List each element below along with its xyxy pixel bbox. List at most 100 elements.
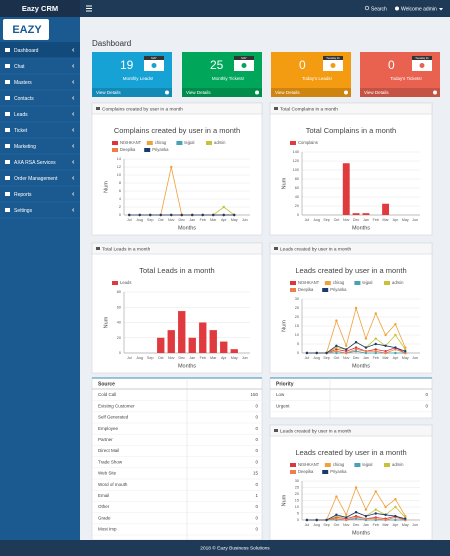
menu-item[interactable]: Ticket — [14, 128, 28, 134]
legend-swatch — [384, 463, 390, 467]
x-tick-label: Oct — [158, 218, 164, 222]
x-tick-label: Dec — [353, 356, 360, 360]
line-point — [374, 312, 377, 315]
calendar-label: Tuesday 21 — [326, 56, 340, 60]
search-icon — [364, 5, 370, 11]
card-footer[interactable] — [360, 88, 440, 97]
y-tick-label: 5 — [297, 512, 299, 516]
panel-title: Total Leads in a month — [102, 246, 151, 252]
menu-item[interactable]: Settings — [14, 208, 33, 214]
menu-chevron — [72, 128, 75, 132]
menu-item[interactable]: Marketing — [14, 144, 36, 150]
legend-swatch — [322, 470, 329, 474]
card-footer[interactable] — [271, 88, 351, 97]
table-cell-value: 0 — [255, 415, 258, 420]
line-point — [345, 344, 348, 347]
x-tick-label: Feb — [200, 356, 206, 360]
line-point — [345, 350, 348, 353]
y-tick-label: 10 — [295, 505, 299, 509]
y-axis-title: Num — [103, 181, 109, 193]
line-point — [325, 351, 328, 355]
card-link[interactable]: View Details — [96, 90, 121, 95]
legend-label: admin — [392, 462, 404, 467]
card-link[interactable]: View Details — [275, 90, 300, 95]
legend-label: Priyanka — [330, 287, 347, 292]
menu-item[interactable]: Chat — [14, 64, 25, 70]
x-tick-label: Jul — [127, 356, 132, 360]
search-link[interactable]: Search — [371, 6, 387, 12]
table-cell-value: 15 — [253, 471, 259, 476]
table-cell: Partner — [98, 437, 113, 442]
x-tick-label: Dec — [353, 218, 360, 222]
legend-swatch — [354, 281, 361, 285]
y-tick-label: 0 — [119, 213, 121, 217]
line-point — [335, 346, 338, 349]
x-tick-label: Mar — [382, 218, 389, 222]
line-point — [345, 351, 348, 355]
panel-header — [269, 424, 433, 437]
line-point — [394, 498, 397, 501]
calendar-band — [234, 56, 254, 60]
y-tick-label: 2 — [119, 205, 121, 209]
card-link[interactable]: View Details — [364, 90, 389, 95]
line-point — [345, 518, 348, 522]
table-cell: Self Generated — [98, 415, 129, 420]
card-footer[interactable] — [92, 88, 172, 97]
bar — [342, 163, 350, 215]
calendar-band — [323, 56, 343, 60]
legend-swatch — [112, 148, 118, 152]
menu-item[interactable]: Order Management — [14, 176, 58, 182]
menu-item[interactable]: Contacts — [14, 96, 34, 102]
legend-label: admin — [214, 140, 226, 145]
legend-swatch — [322, 288, 329, 292]
menu-chevron — [72, 48, 75, 52]
x-tick-label: May — [231, 218, 238, 222]
x-tick-label: Sep — [323, 356, 329, 360]
y-tick-label: 10 — [295, 333, 299, 337]
logo: EAZY — [12, 24, 42, 36]
table-cell-value: 0 — [255, 504, 258, 509]
line-point — [384, 333, 387, 337]
menu-item[interactable]: Leads — [14, 112, 28, 118]
panel-header — [91, 242, 263, 255]
line-point — [315, 518, 318, 522]
calendar-label: MAY — [151, 56, 157, 60]
x-tick-label: Nov — [343, 523, 350, 527]
line-point — [345, 513, 348, 516]
calendar-label: MAY — [241, 56, 247, 60]
line-point — [384, 344, 387, 347]
card-footer[interactable] — [182, 88, 262, 97]
calendar-art — [330, 63, 336, 68]
menu-item[interactable]: Masters — [14, 80, 32, 86]
table-cell: Grade — [98, 515, 111, 520]
user-menu[interactable]: Welcome admin — [401, 6, 437, 12]
menu-item[interactable]: Dashboard — [14, 48, 39, 54]
x-tick-label: Nov — [168, 356, 175, 360]
y-tick-label: 120 — [293, 159, 299, 163]
menu-active — [0, 42, 80, 58]
calendar-band — [412, 56, 432, 60]
line-point — [170, 165, 173, 169]
line-point — [364, 350, 368, 353]
x-tick-label: Mar — [210, 218, 217, 222]
table-cell: Email — [98, 493, 109, 498]
x-tick-label: Jun — [242, 218, 248, 222]
y-tick-label: 30 — [295, 479, 299, 483]
table-panel — [269, 377, 433, 419]
card-link[interactable]: View Details — [186, 90, 211, 95]
line-point — [394, 346, 397, 349]
line-point — [212, 213, 215, 217]
x-tick-label: Jan — [363, 523, 369, 527]
card-link-arrow — [433, 90, 437, 95]
y-tick-label: 80 — [117, 290, 121, 294]
y-axis-title: Num — [103, 316, 109, 328]
x-axis-title: Months — [178, 225, 196, 231]
x-tick-label: Jun — [412, 523, 418, 527]
menu-item[interactable]: Reports — [14, 192, 32, 198]
menu-item[interactable]: AXA RSA Services — [14, 160, 56, 166]
line-point — [404, 517, 407, 520]
line-point — [354, 350, 358, 353]
line-point — [170, 213, 173, 217]
table-cell-value: 0 — [255, 482, 258, 487]
user-icon — [395, 6, 399, 11]
